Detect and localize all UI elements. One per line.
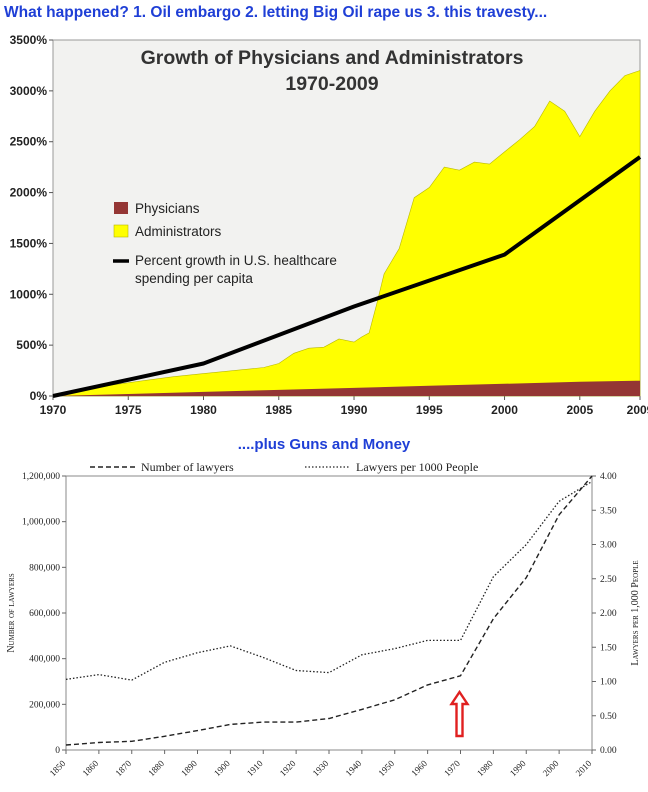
right-tick-label: 3.00: [600, 541, 617, 551]
x-tick-label: 1850: [48, 758, 68, 778]
left-tick-label: 0: [55, 746, 60, 756]
x-tick-label: 1880: [146, 758, 166, 778]
x-tick-label: 1995: [416, 403, 443, 417]
left-tick-label: 600,000: [29, 609, 60, 619]
legend-label-spending-2: spending per capita: [135, 271, 253, 286]
x-tick-label: 1970: [40, 403, 67, 417]
lawyers-chart: 0 200,000 400,000 600,000 800,000 1,000,000 1,…: [6, 460, 641, 778]
x-tick-label: 1860: [80, 758, 100, 778]
right-tick-label: 3.50: [600, 506, 617, 516]
legend-swatch-physicians: [114, 202, 128, 214]
x-tick-label: 1980: [475, 758, 495, 778]
right-tick-label: 2.50: [600, 575, 617, 585]
lawyers-per-1000-line: [65, 480, 593, 681]
x-tick-label: 2010: [574, 758, 594, 778]
x-tick-label: 1910: [245, 758, 265, 778]
healthcare-growth-chart: 0% 500% 1000% 1500% 2000% 2500% 3000% 3500% 1970…: [10, 33, 648, 417]
right-tick-label: 2.00: [600, 609, 617, 619]
chart-title: Growth of Physicians and Administrators: [141, 47, 524, 69]
legend-label-physicians: Physicians: [135, 201, 200, 216]
spending-line: [52, 155, 642, 398]
left-tick-label: 200,000: [29, 700, 60, 710]
x-tick-label: 1990: [341, 403, 368, 417]
legend-label-number-of-lawyers: Number of lawyers: [141, 460, 234, 474]
number-of-lawyers-line: [65, 475, 593, 746]
x-tick-label: 1940: [343, 758, 363, 778]
y-tick-label: 2500%: [10, 135, 48, 149]
right-tick-label: 1.00: [600, 678, 617, 688]
right-tick-label: 0.50: [600, 712, 617, 722]
x-tick-label: 1985: [265, 403, 292, 417]
right-axis-label: Lawyers per 1,000 People: [630, 560, 641, 665]
physicians-area: [53, 380, 640, 396]
left-tick-label: 800,000: [29, 563, 60, 573]
y-tick-label: 500%: [16, 338, 47, 352]
y-tick-label: 2000%: [10, 186, 48, 200]
y-tick-label: 1000%: [10, 287, 48, 301]
x-tick-label: 2000: [491, 403, 518, 417]
legend-label-spending-1: Percent growth in U.S. healthcare: [135, 253, 337, 268]
x-tick-label: 1970: [442, 758, 462, 778]
x-tick-label: 1960: [409, 758, 429, 778]
right-tick-label: 1.50: [600, 643, 617, 653]
legend-label-administrators: Administrators: [135, 224, 222, 239]
x-tick-label: 2000: [541, 758, 561, 778]
x-tick-label: 1870: [113, 758, 133, 778]
red-arrow-icon: [449, 689, 470, 738]
left-tick-label: 1,000,000: [22, 518, 60, 528]
y-tick-label: 3000%: [10, 84, 48, 98]
page-subhead: ....plus Guns and Money: [237, 436, 411, 453]
y-tick-label: 3500%: [10, 33, 48, 47]
left-axis-label: Number of lawyers: [6, 573, 17, 652]
plot-frame: [65, 475, 593, 751]
x-tick-label: 1900: [212, 758, 232, 778]
x-tick-label: 2009: [627, 403, 648, 417]
left-tick-label: 400,000: [29, 655, 60, 665]
y-tick-label: 0%: [30, 389, 48, 403]
x-tick-label: 1990: [508, 758, 528, 778]
x-tick-label: 1920: [278, 758, 298, 778]
administrators-area: [52, 70, 641, 397]
legend-swatch-administrators: [113, 224, 129, 238]
x-tick-label: 1950: [376, 758, 396, 778]
right-tick-label: 4.00: [600, 472, 617, 482]
x-tick-label: 1980: [190, 403, 217, 417]
y-tick-label: 1500%: [10, 236, 48, 250]
legend-label-lawyers-per-1000: Lawyers per 1000 People: [356, 460, 478, 474]
left-tick-label: 1,200,000: [22, 472, 60, 482]
chart-subtitle: 1970-2009: [285, 73, 378, 95]
page-headline: What happened? 1. Oil embargo 2. letting…: [4, 4, 548, 21]
x-tick-label: 1890: [179, 758, 199, 778]
x-tick-label: 1930: [311, 758, 331, 778]
x-tick-label: 2005: [566, 403, 593, 417]
right-tick-label: 0.00: [600, 746, 617, 756]
x-tick-label: 1975: [115, 403, 142, 417]
